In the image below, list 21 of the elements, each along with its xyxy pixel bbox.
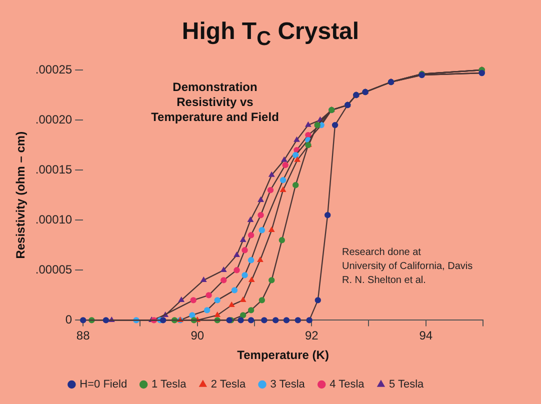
y-axis-title: Resistivity (ohm – cm)	[14, 131, 28, 259]
x-tick-label: 88	[76, 328, 90, 343]
legend-label: 3 Tesla	[270, 378, 306, 391]
legend-label: 1 Tesla	[152, 378, 188, 391]
legend-label: 5 Tesla	[388, 378, 425, 391]
y-tick-label: .00005	[35, 262, 72, 276]
annotation: Research done at University of California, Davis R. N. Shelton et al.	[342, 246, 473, 288]
x-tick-label: 90	[190, 328, 204, 343]
text: Demonstration Resistivity vs Temperature and Field	[150, 80, 280, 125]
x-tick-label: 94	[419, 328, 433, 343]
legend-label: 2 Tesla	[210, 378, 246, 391]
y-tick-label: .00015	[35, 162, 72, 176]
y-tick-label: .00010	[35, 212, 72, 226]
chart-title: High T$_{C}$ Crystal	[180, 18, 360, 51]
y-tick-label: .00020	[35, 112, 72, 126]
legend-label: H=0 Field	[80, 378, 128, 391]
y-tick-label: .00025	[35, 62, 72, 76]
x-tick-label: 92	[304, 328, 319, 343]
legend-label: 4 Tesla	[330, 378, 366, 391]
y-tick-label: 0	[65, 312, 72, 327]
x-axis-title: Temperature (K)	[237, 348, 329, 362]
